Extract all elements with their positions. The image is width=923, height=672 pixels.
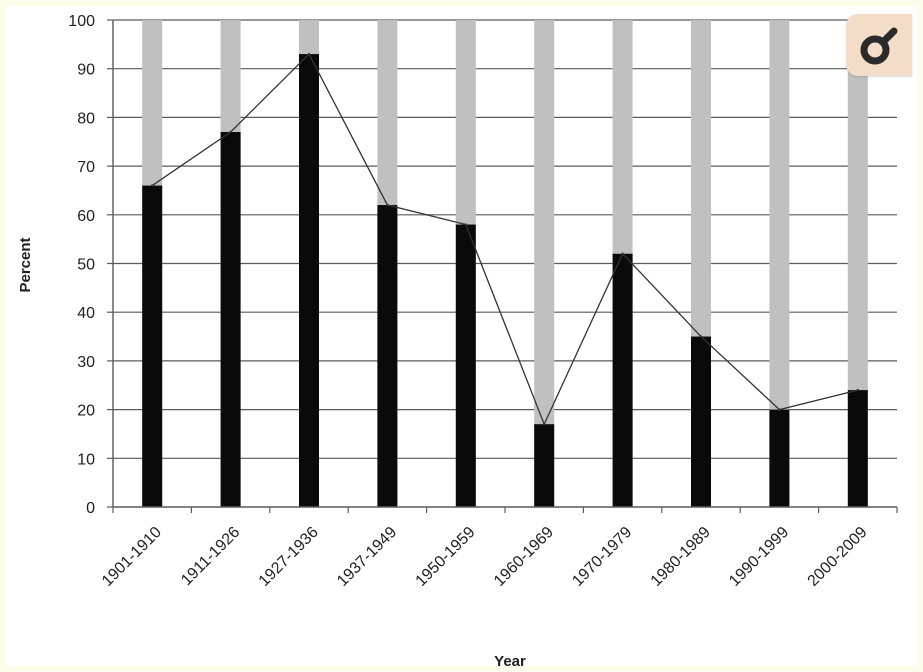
x-tick-labels: 1901-1910 1911-1926 1927-1936 1937-1949 1950… [99, 524, 871, 590]
bar-total [534, 20, 555, 507]
bar-value [377, 205, 398, 507]
line-point [307, 52, 311, 56]
x-tick-label: 1990-1999 [726, 524, 792, 590]
bar-total [769, 20, 790, 507]
bar-value [455, 224, 476, 508]
y-axis-title: Percent [17, 237, 34, 292]
y-tick-label: 30 [77, 354, 95, 371]
bar-value [769, 409, 790, 507]
x-tick-label: 1937-1949 [334, 524, 400, 590]
line-point [229, 130, 232, 134]
y-tick-label: 0 [86, 500, 95, 517]
y-tick-label: 70 [77, 159, 95, 176]
x-tick-label: 1960-1969 [491, 524, 557, 590]
line-point [543, 423, 546, 426]
y-tick-label: 60 [77, 208, 95, 225]
bar-value [299, 54, 319, 508]
y-tick-label: 100 [68, 13, 95, 30]
x-tick-label: 1980-1989 [648, 524, 714, 590]
gridlines [113, 19, 897, 459]
line-point [464, 223, 467, 226]
x-tick-label: 1911-1926 [178, 524, 243, 589]
zoom-button[interactable] [846, 14, 912, 76]
bars [142, 20, 868, 508]
line-point [699, 335, 703, 338]
line-point [151, 184, 154, 187]
line-point [621, 252, 624, 255]
x-tick-label: 1970-1979 [569, 524, 635, 590]
bar-total [847, 20, 868, 507]
y-tick-label: 20 [77, 403, 95, 420]
line-point [386, 203, 389, 207]
x-axis-title: Year [494, 653, 526, 670]
y-tick-label: 80 [77, 110, 95, 127]
axes [107, 19, 898, 513]
bar-value [691, 336, 711, 507]
y-tick-label: 50 [77, 257, 95, 274]
bar-value [142, 185, 163, 507]
trend-line [151, 53, 858, 426]
magnifier-icon [860, 27, 898, 65]
bar-value [220, 132, 241, 507]
bar-value [534, 424, 555, 507]
bar-value [612, 253, 633, 507]
x-tick-label: 2000-2009 [805, 524, 871, 590]
y-tick-label: 90 [77, 62, 95, 79]
y-tick-label: 10 [77, 451, 95, 468]
line-point [856, 388, 859, 392]
y-tick-label: 40 [77, 305, 95, 322]
x-tick-label: 1927-1936 [256, 524, 322, 590]
y-tick-labels: 0 10 20 30 40 50 60 70 80 90 100 [68, 13, 95, 517]
x-tick-label: 1901-1910 [99, 524, 165, 590]
trend-line-group [151, 52, 859, 426]
x-tick-label: 1950-1959 [413, 524, 479, 590]
bar-value [847, 390, 868, 507]
line-point [778, 408, 781, 411]
